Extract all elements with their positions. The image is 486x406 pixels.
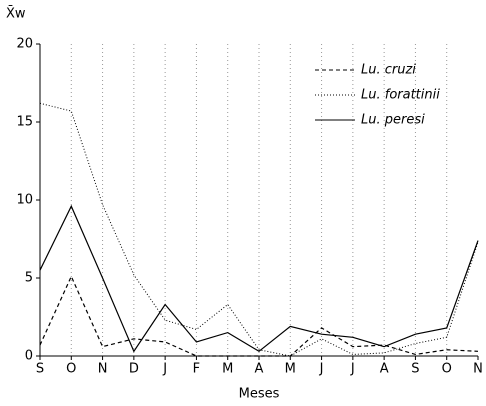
y-axis-label: X̄w [6,6,26,21]
series-line [39,102,479,357]
x-tick-label: J [319,362,324,377]
y-tick-label: 10 [16,193,33,208]
x-tick-label: N [473,362,483,377]
x-tick-label: F [193,362,200,377]
series-line [39,204,479,353]
y-tick-label: 20 [16,37,33,52]
x-tick-label: N [98,362,108,377]
legend-label: Lu. peresi [361,113,425,128]
x-tick-label: O [442,362,452,377]
legend-label: Lu. cruzi [361,63,416,78]
x-axis-label: Meses [239,387,280,402]
x-tick-label: S [36,362,44,377]
x-tick-label: D [129,362,139,377]
y-tick-label: 5 [25,271,33,286]
x-tick-label: M [285,362,296,377]
legend-label: Lu. forattinii [361,88,440,103]
y-tick-label: 0 [25,349,33,364]
x-tick-label: A [380,362,389,377]
x-tick-label: J [350,362,355,377]
x-tick-label: M [222,362,233,377]
x-tick-label: S [411,362,419,377]
x-tick-label: J [162,362,167,377]
y-tick-label: 15 [16,115,33,130]
x-tick-label: O [66,362,76,377]
series-line [39,274,479,357]
x-tick-label: A [255,362,264,377]
